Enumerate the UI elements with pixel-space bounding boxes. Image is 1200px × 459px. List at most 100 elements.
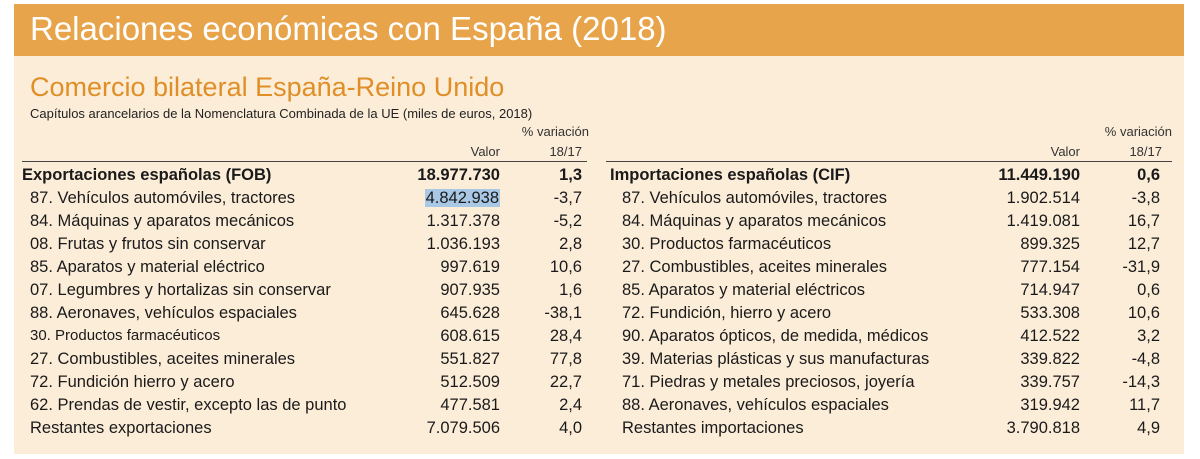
table-row-pct: 2,8 — [500, 235, 582, 258]
row-value: 512.509 — [440, 373, 500, 391]
row-label: 27. Combustibles, aceites minerales — [30, 350, 296, 368]
table-row-pct: 77,8 — [500, 350, 582, 373]
table-row: 88. Aeronaves, vehículos espaciales 319.… — [622, 396, 1080, 419]
table-row-pct: -14,3 — [1080, 373, 1160, 396]
exports-total-row: Exportaciones españolas (FOB) 18.977.730 — [22, 166, 500, 189]
row-label: 85. Aparatos y material eléctrico — [30, 258, 265, 276]
row-pct: 10,6 — [1127, 304, 1160, 322]
table-row: Restantes exportaciones 7.079.506 — [30, 419, 500, 442]
exports-total-pct-cell: 1,3 — [500, 166, 582, 189]
row-pct: -3,7 — [553, 189, 582, 207]
row-label: 30. Productos farmacéuticos — [622, 235, 832, 253]
table-row-pct: -38,1 — [500, 304, 582, 327]
row-value: 339.822 — [1020, 350, 1080, 368]
row-value: 3.790.818 — [1006, 419, 1080, 437]
row-pct: 12,7 — [1127, 235, 1160, 253]
row-label: 87. Vehículos automóviles, tractores — [622, 189, 888, 207]
table-row-pct: -4,8 — [1080, 350, 1160, 373]
row-pct: 22,7 — [549, 373, 582, 391]
row-pct: 77,8 — [549, 350, 582, 368]
row-label: 72. Fundición, hierro y acero — [622, 304, 832, 322]
table-row-pct: 16,7 — [1080, 212, 1160, 235]
row-value: 997.619 — [440, 258, 500, 276]
table-row: 71. Piedras y metales preciosos, joyería… — [622, 373, 1080, 396]
table-row: 90. Aparatos ópticos, de medida, médicos… — [622, 327, 1080, 350]
table-row: 85. Aparatos y material eléctrico 997.61… — [30, 258, 500, 281]
row-label: 71. Piedras y metales preciosos, joyería — [622, 373, 915, 391]
row-label: 84. Máquinas y aparatos mecánicos — [30, 212, 295, 230]
row-value: 18.977.730 — [417, 166, 500, 184]
row-value: 899.325 — [1020, 235, 1080, 253]
row-value: 412.522 — [1020, 327, 1080, 345]
row-pct: 2,8 — [559, 235, 582, 253]
table-row-pct: -5,2 — [500, 212, 582, 235]
table-row: Restantes importaciones 3.790.818 — [622, 419, 1080, 442]
row-label: Exportaciones españolas (FOB) — [22, 166, 272, 184]
row-value: 1.419.081 — [1006, 212, 1080, 230]
table-row-pct: 2,4 — [500, 396, 582, 419]
row-label: 85. Aparatos y material eléctricos — [622, 281, 866, 299]
row-value: 7.079.506 — [426, 419, 500, 437]
table-row: 27. Combustibles, aceites minerales 551.… — [30, 350, 500, 373]
row-label: 88. Aeronaves, vehículos espaciales — [30, 304, 297, 322]
table-row-pct: -3,8 — [1080, 189, 1160, 212]
table-row: 85. Aparatos y material eléctricos 714.9… — [622, 281, 1080, 304]
row-value: 907.935 — [440, 281, 500, 299]
row-pct: 28,4 — [549, 327, 582, 345]
page-title: Relaciones económicas con España (2018) — [30, 10, 667, 47]
exports-header-rule — [22, 161, 587, 162]
row-value: 777.154 — [1020, 258, 1080, 276]
table-row: 72. Fundición, hierro y acero 533.308 — [622, 304, 1080, 327]
row-label: 30. Productos farmacéuticos — [30, 327, 221, 344]
row-value: 1.317.378 — [426, 212, 500, 230]
row-value: 319.942 — [1020, 396, 1080, 414]
imports-header-variation: % variación — [1104, 124, 1172, 139]
row-value: 477.581 — [440, 396, 500, 414]
row-value: 714.947 — [1020, 281, 1080, 299]
row-pct: 0,6 — [1137, 166, 1160, 184]
title-banner: Relaciones económicas con España (2018) — [14, 4, 1184, 56]
row-label: 27. Combustibles, aceites minerales — [622, 258, 888, 276]
table-row-pct: 12,7 — [1080, 235, 1160, 258]
row-pct: 1,3 — [559, 166, 582, 184]
table-row: 30. Productos farmacéuticos 899.325 — [622, 235, 1080, 258]
imports-header-rule — [606, 161, 1172, 162]
row-pct: 0,6 — [1137, 281, 1160, 299]
imports-header-period: 18/17 — [1129, 144, 1162, 159]
table-row-pct: 3,2 — [1080, 327, 1160, 350]
row-pct: 11,7 — [1129, 396, 1160, 414]
row-label: 88. Aeronaves, vehículos espaciales — [622, 396, 889, 414]
imports-total-row: Importaciones españolas (CIF) 11.449.190 — [610, 166, 1080, 189]
table-row-pct: -31,9 — [1080, 258, 1160, 281]
row-label: Restantes exportaciones — [30, 419, 212, 437]
table-row: 72. Fundición hierro y acero 512.509 — [30, 373, 500, 396]
table-row: 87. Vehículos automóviles, tractores 4.8… — [30, 189, 500, 212]
section-title: Comercio bilateral España-Reino Unido — [30, 72, 505, 102]
exports-header-period: 18/17 — [549, 144, 582, 159]
selected-value-highlight[interactable]: 4.842.938 — [424, 189, 500, 207]
row-pct: 16,7 — [1127, 212, 1160, 230]
content-panel — [14, 56, 1184, 454]
row-pct: -31,9 — [1122, 258, 1160, 276]
row-value: 533.308 — [1020, 304, 1080, 322]
table-row: 84. Máquinas y aparatos mecánicos 1.419.… — [622, 212, 1080, 235]
table-row-pct: 0,6 — [1080, 281, 1160, 304]
row-pct: 2,4 — [559, 396, 582, 414]
table-row: 30. Productos farmacéuticos 608.615 — [30, 327, 500, 350]
row-pct: -3,8 — [1131, 189, 1160, 207]
imports-total-pct-cell: 0,6 — [1080, 166, 1160, 189]
table-row: 84. Máquinas y aparatos mecánicos 1.317.… — [30, 212, 500, 235]
row-label: 39. Materias plásticas y sus manufactura… — [622, 350, 930, 368]
table-row-pct: -3,7 — [500, 189, 582, 212]
row-label: 90. Aparatos ópticos, de medida, médicos — [622, 327, 929, 345]
table-row-pct: 28,4 — [500, 327, 582, 350]
section-caption: Capítulos arancelarios de la Nomenclatur… — [30, 106, 533, 121]
table-row: 39. Materias plásticas y sus manufactura… — [622, 350, 1080, 373]
row-value: 1.036.193 — [426, 235, 500, 253]
row-label: 07. Legumbres y hortalizas sin conservar — [30, 281, 331, 299]
row-pct: -4,8 — [1131, 350, 1160, 368]
row-pct: 4,9 — [1137, 419, 1160, 437]
row-value: 1.902.514 — [1006, 189, 1080, 207]
row-pct: -38,1 — [544, 304, 582, 322]
